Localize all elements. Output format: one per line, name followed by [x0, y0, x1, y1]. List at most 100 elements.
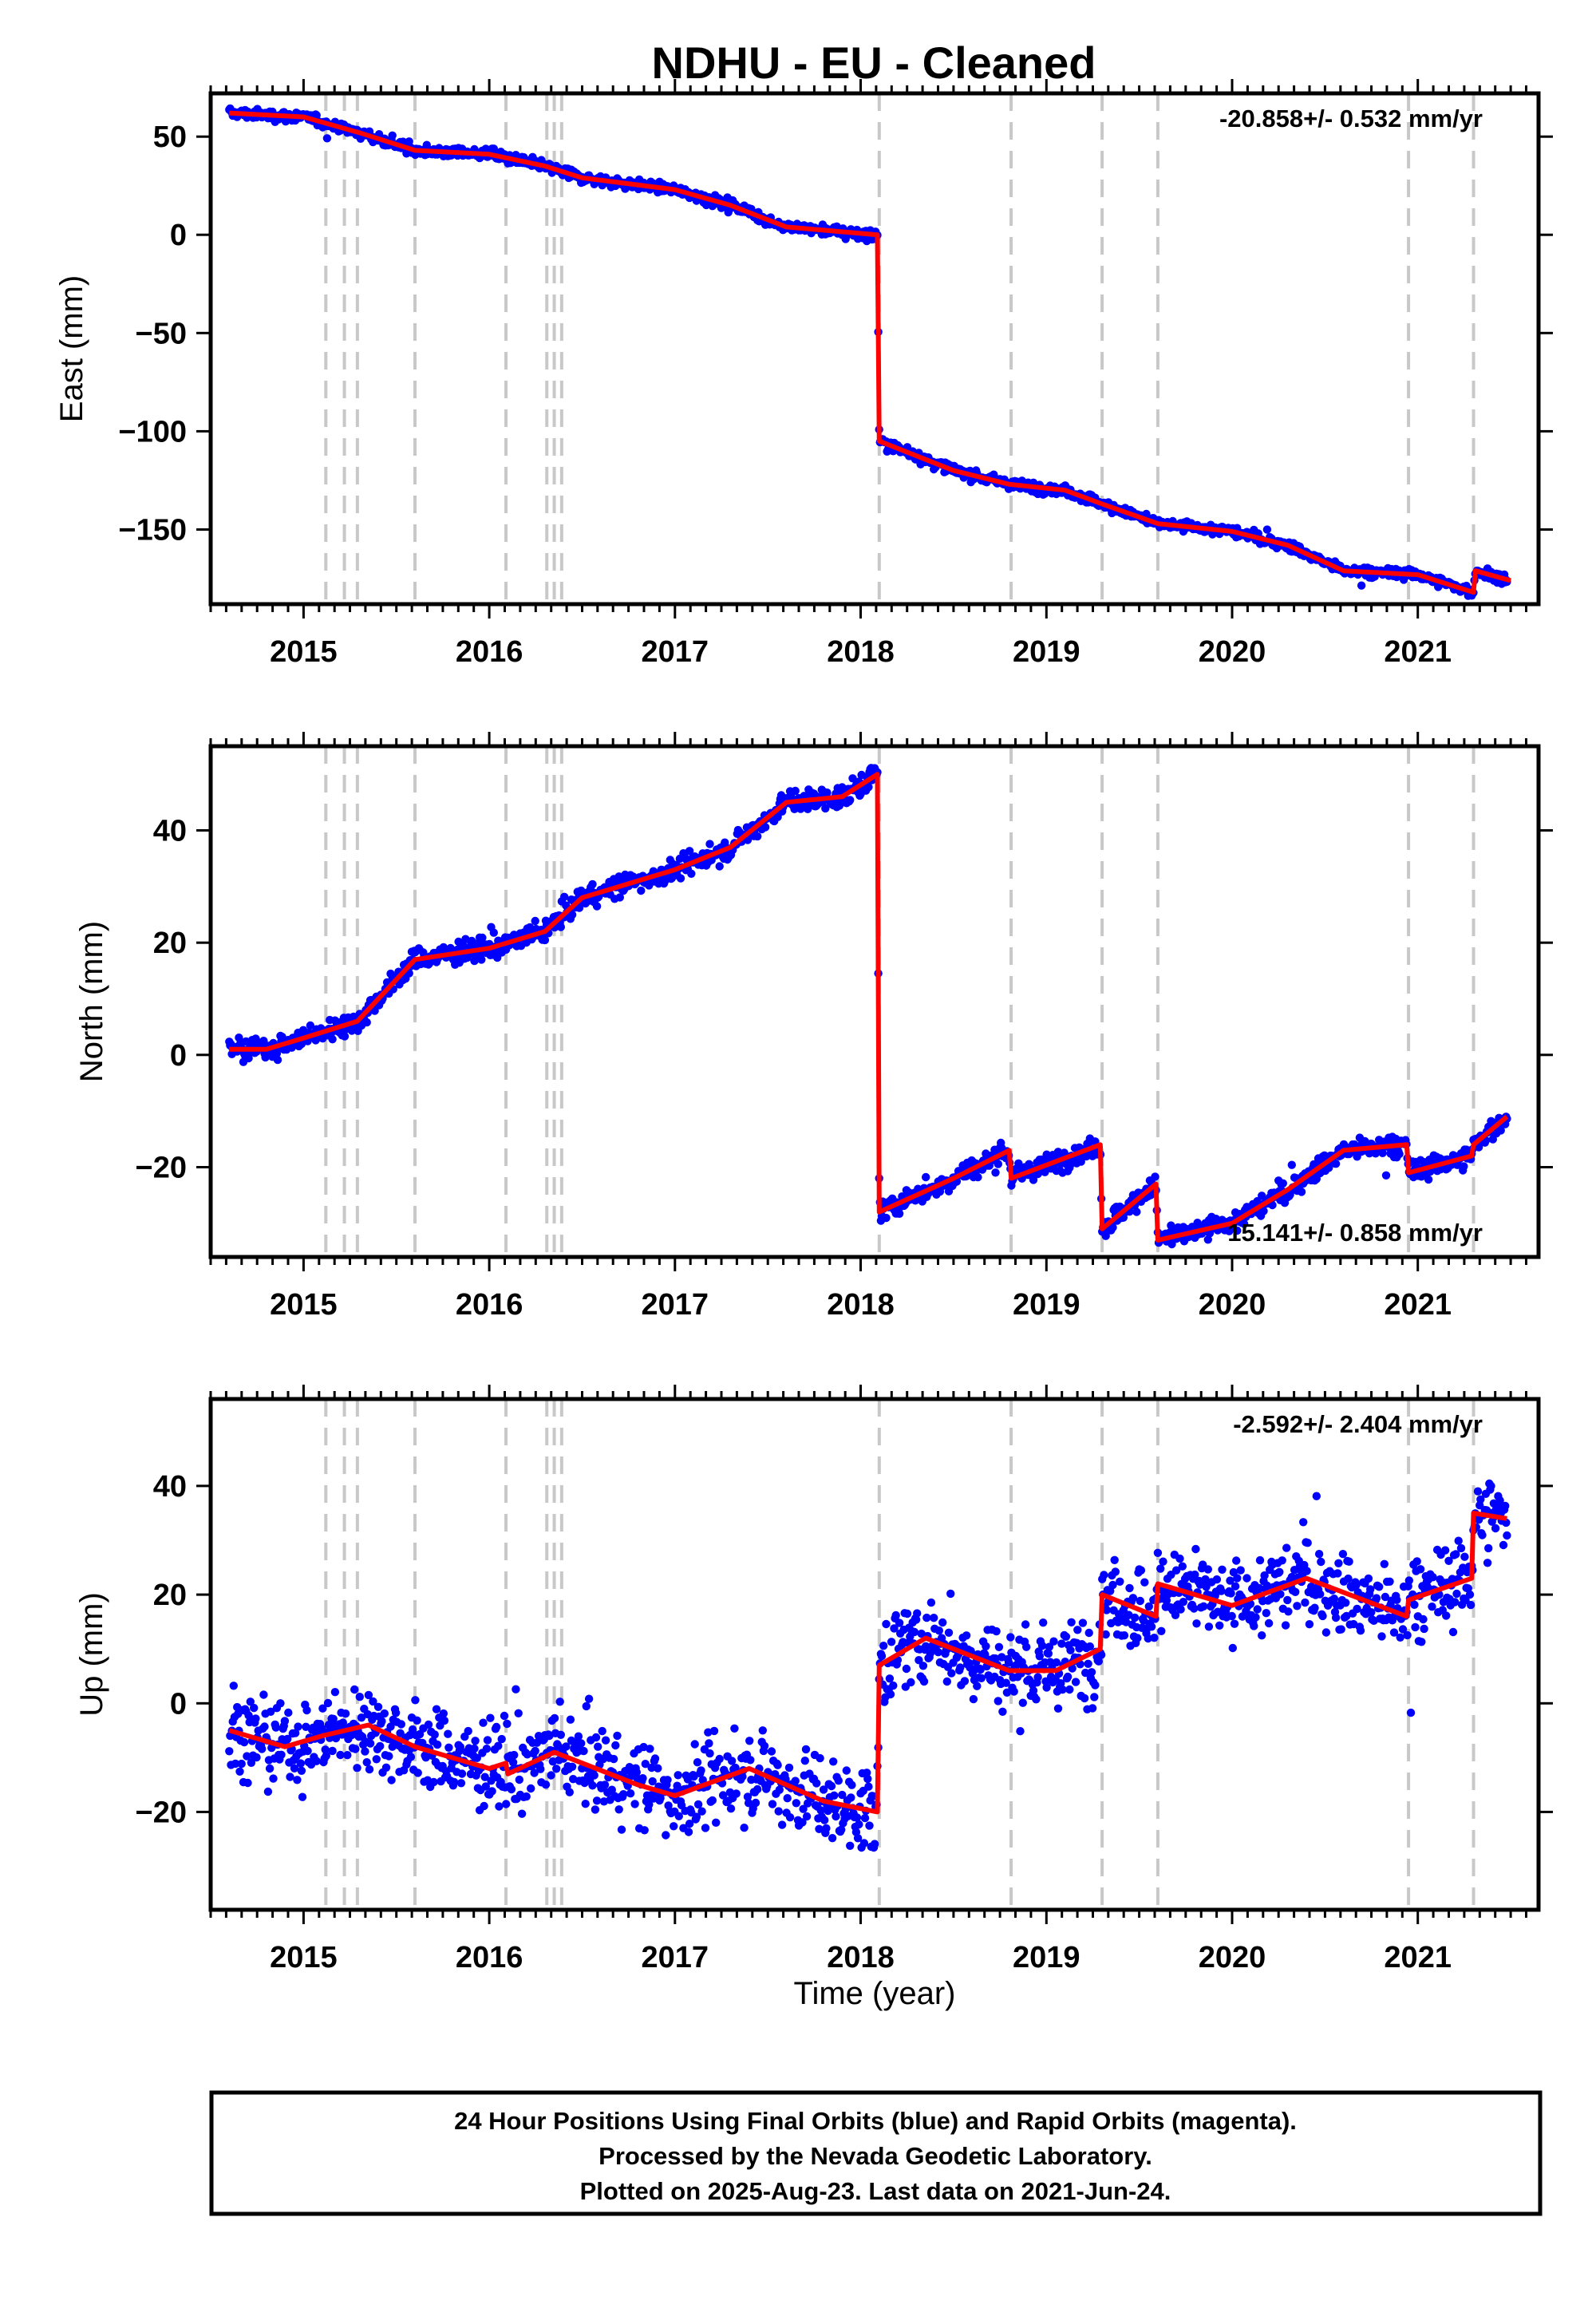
data-point [607, 1785, 616, 1794]
data-point [1499, 1540, 1508, 1550]
data-point [1157, 1626, 1166, 1635]
data-point [1039, 1618, 1048, 1627]
data-point [982, 1642, 990, 1650]
data-point [1293, 1602, 1302, 1611]
data-point [690, 1740, 699, 1749]
data-point [1218, 1565, 1227, 1575]
data-point [361, 1747, 369, 1756]
data-point [1487, 1481, 1495, 1491]
data-point [709, 1726, 719, 1736]
data-point [1191, 1570, 1199, 1579]
data-point [1053, 1704, 1063, 1713]
data-point [674, 1771, 682, 1780]
data-point [998, 1707, 1007, 1716]
data-point [1337, 1625, 1345, 1634]
x-tick-label: 2017 [642, 635, 709, 669]
data-point [1085, 1642, 1095, 1651]
data-point [370, 1006, 379, 1015]
data-point [1068, 1664, 1077, 1673]
data-point [1191, 1544, 1200, 1554]
data-point [1264, 1618, 1274, 1628]
data-point [1329, 1595, 1339, 1603]
data-point [712, 1818, 721, 1827]
data-point [225, 1747, 234, 1756]
data-point [847, 1793, 855, 1802]
data-point [492, 1722, 501, 1732]
data-point [1101, 1630, 1110, 1639]
data-point [318, 1704, 327, 1713]
rate-annotation: -20.858+/- 0.532 mm/yr [1219, 105, 1483, 132]
data-point [293, 1776, 302, 1784]
x-ticks [209, 1385, 1527, 1924]
data-point [411, 1696, 420, 1705]
data-point [1212, 1575, 1222, 1584]
data-point [480, 1773, 489, 1781]
data-point [1444, 1556, 1453, 1566]
data-point [377, 1717, 386, 1725]
data-point [1251, 1613, 1260, 1622]
data-point [835, 801, 844, 810]
data-point [512, 1685, 520, 1694]
data-point [715, 862, 724, 871]
data-point [1396, 1633, 1404, 1642]
data-point [1130, 1613, 1140, 1622]
panel-frame [208, 91, 1541, 607]
data-point [1366, 1585, 1375, 1594]
x-tick-label: 2021 [1384, 1941, 1452, 1974]
data-point [297, 1766, 306, 1775]
data-point [1419, 1614, 1428, 1624]
data-point [819, 1785, 828, 1794]
data-point [231, 1759, 240, 1769]
y-tick-label: 50 [153, 121, 187, 154]
data-point [1061, 1632, 1071, 1641]
data-point [1228, 1643, 1238, 1653]
data-point [697, 1807, 706, 1816]
data-point [1317, 1557, 1325, 1567]
data-point [799, 1804, 808, 1813]
data-point [863, 1769, 871, 1777]
data-point [650, 1754, 660, 1763]
data-point [1002, 1688, 1012, 1697]
data-point [1283, 1595, 1292, 1605]
data-point [956, 1663, 965, 1672]
data-point [1094, 1657, 1104, 1666]
data-point [530, 1769, 539, 1777]
data-point [566, 1715, 575, 1724]
data-point [812, 1779, 821, 1788]
data-point [1305, 1620, 1314, 1629]
x-tick-label: 2021 [1384, 635, 1452, 669]
x-tick-label: 2016 [456, 1941, 523, 1974]
data-point [1278, 1556, 1286, 1565]
data-point [705, 1749, 714, 1758]
data-point [820, 1816, 829, 1824]
data-point [302, 1722, 310, 1731]
data-points [225, 764, 1511, 1249]
y-tick-label: 0 [170, 1039, 187, 1073]
data-point [1110, 1555, 1119, 1565]
data-point [1502, 1518, 1511, 1528]
data-point [1084, 1659, 1092, 1668]
x-tick-label: 2020 [1199, 635, 1266, 669]
data-point [340, 1032, 350, 1041]
data-point [846, 796, 855, 804]
data-point [1254, 1583, 1264, 1593]
data-point [855, 1820, 863, 1829]
model-line [228, 1511, 1507, 1815]
data-point [265, 1764, 275, 1773]
data-point [1410, 1600, 1419, 1610]
data-point [1042, 1683, 1051, 1692]
data-point [1159, 1557, 1167, 1566]
data-point [882, 1213, 891, 1223]
data-point [355, 1693, 364, 1701]
x-tick-label: 2015 [270, 635, 338, 669]
data-point [280, 1717, 290, 1725]
data-point [1375, 1583, 1384, 1591]
y-ticks [196, 1484, 1553, 1813]
data-point [1393, 1595, 1401, 1605]
data-point [969, 1694, 978, 1704]
y-tick-label: 0 [170, 219, 187, 252]
data-point [550, 1713, 559, 1723]
data-point [887, 1638, 896, 1646]
data-point [685, 1820, 694, 1828]
